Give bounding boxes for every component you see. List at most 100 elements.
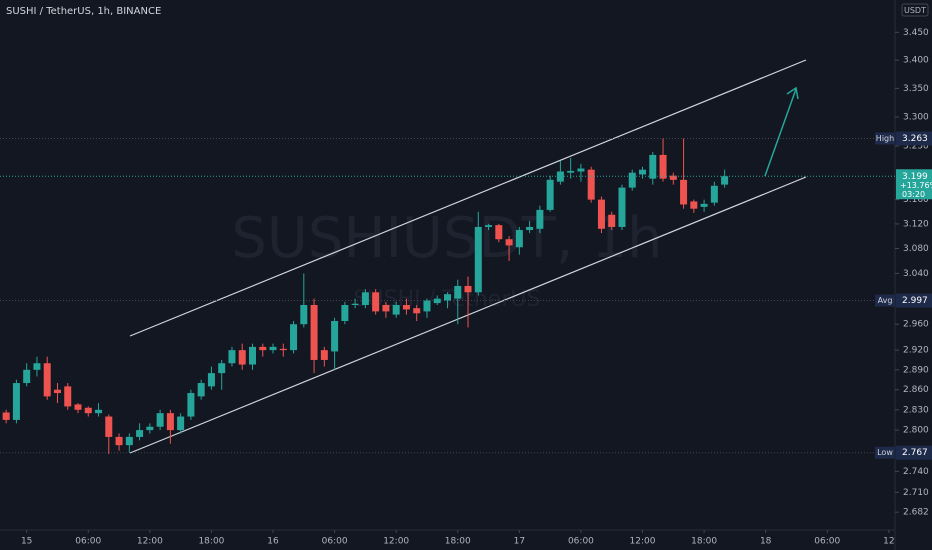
candle-body: [259, 346, 267, 351]
candle-body: [659, 154, 667, 179]
arrow: [764, 88, 797, 177]
y-tick-label: 3.450: [903, 28, 929, 38]
candle-body: [587, 169, 595, 200]
candle-body: [413, 308, 421, 314]
x-tick-label: 16: [267, 537, 279, 547]
y-tick-label: 2.830: [903, 405, 929, 415]
currency: USDT: [904, 6, 926, 15]
x-tick-label: 12:00: [383, 537, 409, 547]
x-tick-label: 06:00: [322, 537, 348, 547]
candle-body: [146, 426, 154, 431]
candle-body: [382, 304, 390, 312]
y-tick-label: 2.740: [903, 467, 929, 477]
arrow-head: [786, 86, 799, 100]
candle-body: [115, 436, 123, 446]
candle-body: [279, 348, 287, 351]
candle-body: [485, 225, 493, 227]
candle-body: [331, 320, 339, 352]
candle-body: [608, 214, 616, 227]
channel-upper: [129, 59, 807, 337]
candle-body: [669, 175, 677, 180]
candle-body: [43, 363, 51, 397]
price-marker-value: 2.767: [902, 448, 928, 458]
candle-body: [197, 383, 205, 397]
y-tick-label: 3.120: [903, 219, 929, 229]
candle-body: [597, 199, 605, 229]
candle-body: [710, 185, 718, 203]
candle-body: [310, 304, 318, 360]
x-tick-label: 06:00: [75, 537, 101, 547]
candle-body: [567, 170, 575, 173]
candle-body: [218, 363, 226, 374]
candle-body: [228, 350, 236, 364]
candle-body: [372, 292, 380, 312]
candle-body: [515, 230, 523, 248]
candle-body: [361, 292, 369, 305]
candle-body: [300, 304, 308, 325]
candle-body: [320, 350, 328, 360]
candle-body: [95, 409, 103, 414]
price-marker-name: High: [876, 134, 894, 143]
candle-body: [177, 416, 185, 431]
x-tick-label: 06:00: [814, 537, 840, 547]
y-tick-label: 2.890: [903, 365, 929, 375]
last-price-box: [896, 169, 932, 200]
y-tick-label: 3.040: [903, 269, 929, 279]
candle-body: [495, 225, 503, 240]
y-tick-label: 2.920: [903, 346, 929, 356]
countdown: 03:20: [902, 190, 925, 199]
candle-body: [556, 171, 564, 182]
last-price: 3.199: [902, 172, 928, 182]
y-tick-label: 3.350: [903, 84, 929, 94]
y-tick-label: 3.300: [903, 113, 929, 123]
candle-body: [505, 239, 513, 246]
y-tick-label: 2.860: [903, 385, 929, 395]
candle-body: [402, 304, 410, 310]
last-change: +13.76%: [900, 181, 932, 190]
price-marker-name-box: [875, 294, 895, 307]
candle-body: [721, 176, 729, 185]
candle-body: [187, 393, 195, 417]
candle-body: [125, 436, 133, 446]
x-tick-label: 18:00: [691, 537, 717, 547]
x-tick-label: 18:00: [198, 537, 224, 547]
candle-body: [618, 187, 626, 227]
y-tick-label: 3.080: [903, 244, 929, 254]
candle-body: [269, 346, 277, 351]
price-marker-value: 3.263: [902, 134, 928, 144]
price-marker-name-box: [875, 446, 895, 459]
candle-body: [474, 226, 482, 293]
candle-body: [207, 373, 215, 387]
x-tick-label: 18:00: [445, 537, 471, 547]
x-tick-label: 17: [514, 537, 525, 547]
candle-body: [53, 389, 61, 394]
price-marker-name-box: [875, 132, 895, 145]
candle-body: [444, 294, 451, 301]
candle-body: [526, 226, 534, 231]
candle-body: [248, 346, 256, 365]
candle-body: [74, 404, 82, 410]
price-marker-value-box: [896, 293, 932, 308]
candle-body: [433, 298, 441, 304]
candle-body: [351, 303, 359, 305]
y-tick-label: 3.250: [903, 142, 929, 152]
candle-body: [84, 407, 92, 414]
candle-body: [105, 416, 113, 437]
candle-body: [649, 154, 657, 179]
x-tick-label: 15: [21, 537, 32, 547]
x-tick-label: 12: [883, 537, 894, 547]
candle-body: [423, 300, 431, 312]
price-marker-value-box: [896, 445, 932, 460]
candle-body: [238, 350, 246, 365]
candle-body: [290, 324, 298, 351]
candle-body: [341, 304, 349, 321]
y-tick-label: 3.160: [903, 195, 929, 205]
price-marker-name: Avg: [878, 296, 893, 305]
candle-body: [690, 201, 698, 209]
chart-title: SUSHI / TetherUS, 1h, BINANCE: [6, 6, 161, 17]
x-tick-label: 06:00: [568, 537, 594, 547]
y-tick-label: 2.710: [903, 488, 929, 498]
candle-body: [577, 168, 585, 172]
